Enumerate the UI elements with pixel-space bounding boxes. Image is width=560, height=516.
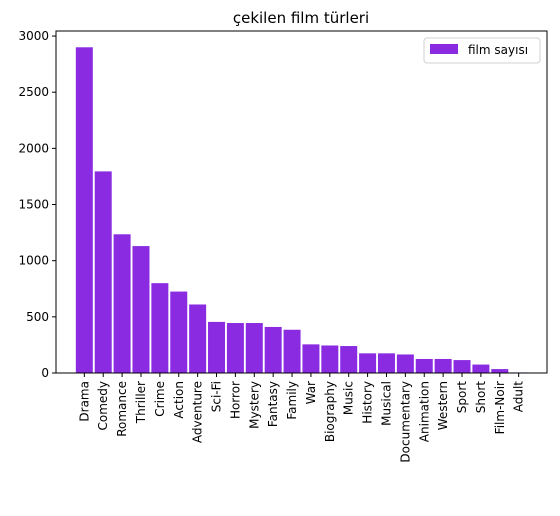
bar-war: [302, 344, 320, 373]
bar-family: [283, 329, 301, 373]
x-tick-label: Short: [474, 381, 488, 413]
legend: film sayısı: [423, 37, 541, 64]
bar-music: [340, 346, 358, 373]
x-tick-label: Adult: [512, 381, 526, 413]
bar-thriller: [132, 246, 150, 373]
bar-crime: [151, 283, 169, 373]
x-tick-label: Western: [436, 381, 450, 430]
bar-film-noir: [491, 369, 509, 373]
bar-horror: [226, 323, 244, 373]
x-tick-label: Sci-Fi: [210, 381, 224, 412]
y-tick-label: 2000: [18, 141, 49, 155]
x-tick-label: Biography: [323, 381, 337, 442]
bar-history: [359, 353, 377, 373]
x-tick-label: War: [304, 381, 318, 404]
bar-sport: [453, 360, 471, 373]
bars-group: [75, 47, 528, 374]
plot-frame: [55, 30, 548, 374]
y-tick-label: 1000: [18, 254, 49, 268]
bar-action: [170, 291, 188, 373]
y-axis: 0 500 1000 1500 2000 2500 3000: [18, 29, 56, 380]
x-tick-label: Animation: [417, 381, 431, 442]
x-tick-label: Horror: [228, 381, 242, 419]
bar-animation: [415, 358, 433, 373]
bar-sci-fi: [208, 321, 226, 373]
x-tick-label: Music: [342, 381, 356, 415]
x-axis: Drama Comedy Romance Thriller Crime Action Adv…: [77, 373, 526, 463]
bar-documentary: [396, 354, 414, 373]
x-tick-label: Family: [285, 381, 299, 420]
x-tick-label: Sport: [455, 381, 469, 414]
bar-short: [472, 364, 490, 373]
x-tick-label: Romance: [115, 381, 129, 437]
x-tick-label: Crime: [153, 381, 167, 417]
bar-musical: [377, 353, 395, 373]
bar-mystery: [245, 323, 263, 373]
x-tick-label: Documentary: [398, 381, 412, 463]
bar-adventure: [189, 304, 207, 373]
bar-comedy: [94, 171, 112, 373]
x-tick-label: Film-Noir: [493, 381, 507, 434]
x-tick-label: Fantasy: [266, 381, 280, 427]
y-tick-label: 3000: [18, 29, 49, 43]
x-tick-label: Comedy: [96, 381, 110, 431]
bar-fantasy: [264, 326, 282, 373]
chart-title: çekilen film türleri: [233, 9, 369, 27]
x-tick-label: Thriller: [134, 381, 148, 424]
x-tick-label: Mystery: [247, 381, 261, 429]
legend-swatch: [430, 44, 458, 54]
x-tick-label: Musical: [379, 381, 393, 426]
bar-western: [434, 358, 452, 373]
x-tick-label: History: [361, 381, 375, 424]
y-tick-label: 500: [26, 310, 49, 324]
x-tick-label: Action: [172, 381, 186, 419]
bar-romance: [113, 234, 131, 373]
x-tick-label: Drama: [77, 381, 91, 422]
y-tick-label: 1500: [18, 198, 49, 212]
x-tick-label: Adventure: [191, 381, 205, 443]
bar-drama: [75, 47, 93, 374]
legend-label: film sayısı: [468, 43, 528, 57]
y-tick-label: 2500: [18, 85, 49, 99]
y-tick-label: 0: [41, 366, 49, 380]
bar-biography: [321, 345, 339, 373]
